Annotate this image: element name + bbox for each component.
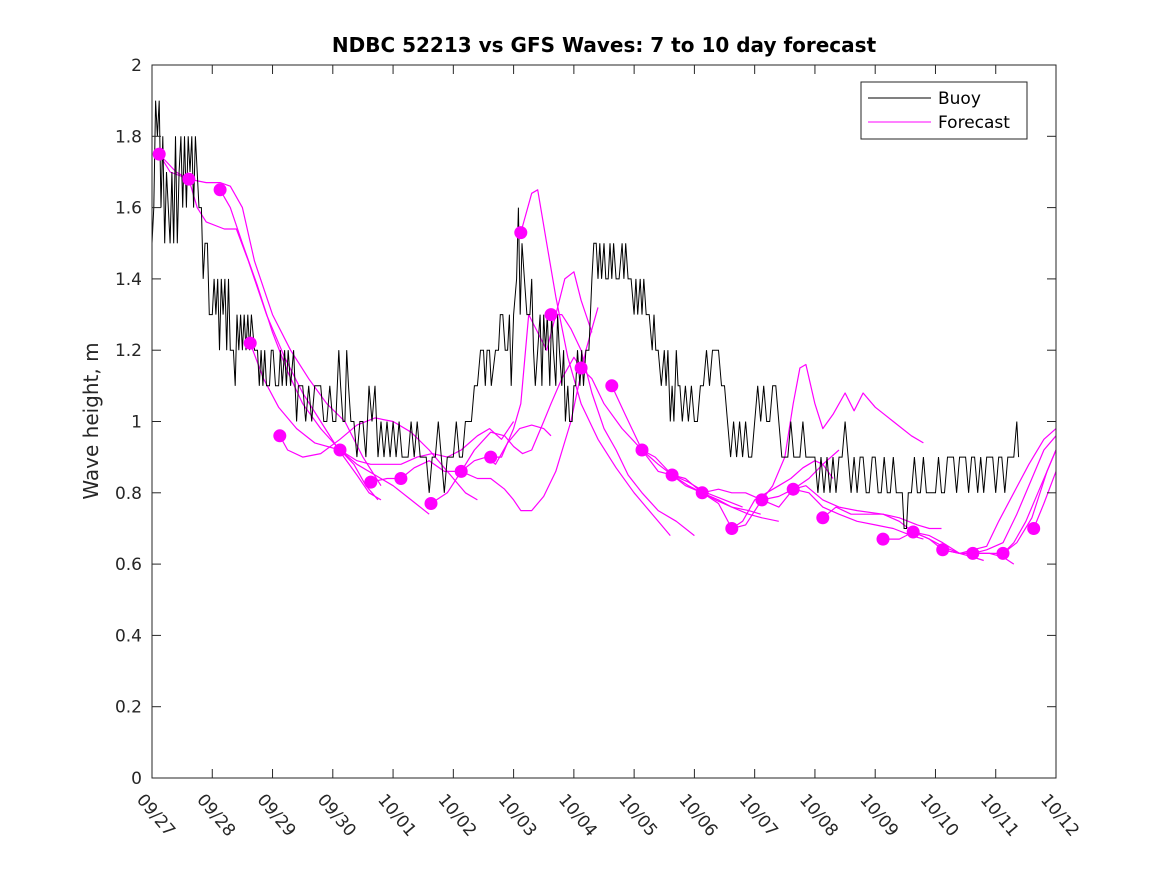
forecast-line	[339, 421, 515, 465]
forecast-marker	[665, 468, 679, 482]
forecast-marker	[996, 546, 1010, 560]
forecast-line	[942, 428, 1057, 555]
y-tick-label: 0.6	[115, 555, 142, 575]
forecast-marker	[635, 443, 649, 457]
forecast-marker	[364, 475, 378, 489]
forecast-marker	[514, 226, 528, 240]
forecast-marker	[574, 361, 588, 375]
y-tick-label: 0.8	[115, 484, 142, 504]
forecast-line	[611, 385, 761, 515]
forecast-marker	[936, 543, 950, 557]
buoy-series	[151, 100, 1020, 529]
forecast-marker	[876, 532, 890, 546]
y-tick-label: 1.6	[115, 199, 142, 219]
forecast-marker	[213, 183, 227, 197]
chart-title: NDBC 52213 vs GFS Waves: 7 to 10 day for…	[332, 33, 877, 57]
forecast-line	[972, 435, 1057, 554]
legend-box	[860, 81, 1028, 140]
forecast-marker	[544, 308, 558, 322]
legend: Buoy Forecast	[860, 81, 1028, 140]
forecast-marker	[755, 493, 769, 507]
y-tick-label: 1	[131, 413, 142, 433]
forecast-marker	[182, 172, 196, 186]
forecast-marker	[333, 443, 347, 457]
y-tick-label: 0	[131, 769, 142, 789]
forecast-line	[551, 314, 695, 537]
legend-label-buoy: Buoy	[938, 89, 981, 109]
forecast-marker	[424, 497, 438, 510]
forecast-marker	[243, 336, 257, 350]
y-tick-label: 2	[131, 56, 142, 76]
forecast-marker	[152, 147, 166, 161]
y-tick-label: 1.4	[115, 270, 142, 290]
forecast-markers	[152, 147, 1041, 560]
forecast-line	[490, 271, 593, 458]
forecast-line	[793, 485, 942, 530]
forecast-marker	[786, 482, 800, 496]
forecast-line	[520, 189, 671, 536]
forecast-marker	[906, 525, 920, 539]
forecast-line	[1002, 449, 1057, 554]
forecast-marker	[605, 379, 619, 393]
y-axis-label: Wave height, m	[79, 342, 103, 499]
y-axis: 0 0.2 0.4 0.6 0.8 1 1.2 1.4 1.6 1.8 2	[115, 56, 1056, 789]
forecast-marker	[725, 522, 739, 535]
forecast-marker	[394, 472, 408, 485]
forecast-marker	[966, 546, 980, 560]
y-tick-label: 0.4	[115, 626, 142, 646]
y-tick-label: 1.2	[115, 341, 142, 361]
forecast-marker	[454, 464, 468, 478]
forecast-line	[883, 531, 1015, 565]
forecast-marker	[1027, 522, 1041, 535]
forecast-line	[641, 449, 779, 522]
forecast-marker	[273, 429, 287, 443]
buoy-line	[151, 100, 1020, 529]
forecast-line	[249, 342, 379, 501]
forecast-line	[761, 363, 924, 501]
forecast-line	[580, 367, 743, 508]
plot-area	[152, 65, 1056, 778]
legend-label-forecast: Forecast	[938, 113, 1010, 133]
forecast-marker	[695, 486, 709, 500]
forecast-marker	[816, 511, 830, 525]
forecast-marker	[484, 450, 498, 464]
y-tick-label: 0.2	[115, 698, 142, 718]
y-tick-label: 1.8	[115, 127, 142, 147]
forecast-line	[1033, 471, 1057, 529]
